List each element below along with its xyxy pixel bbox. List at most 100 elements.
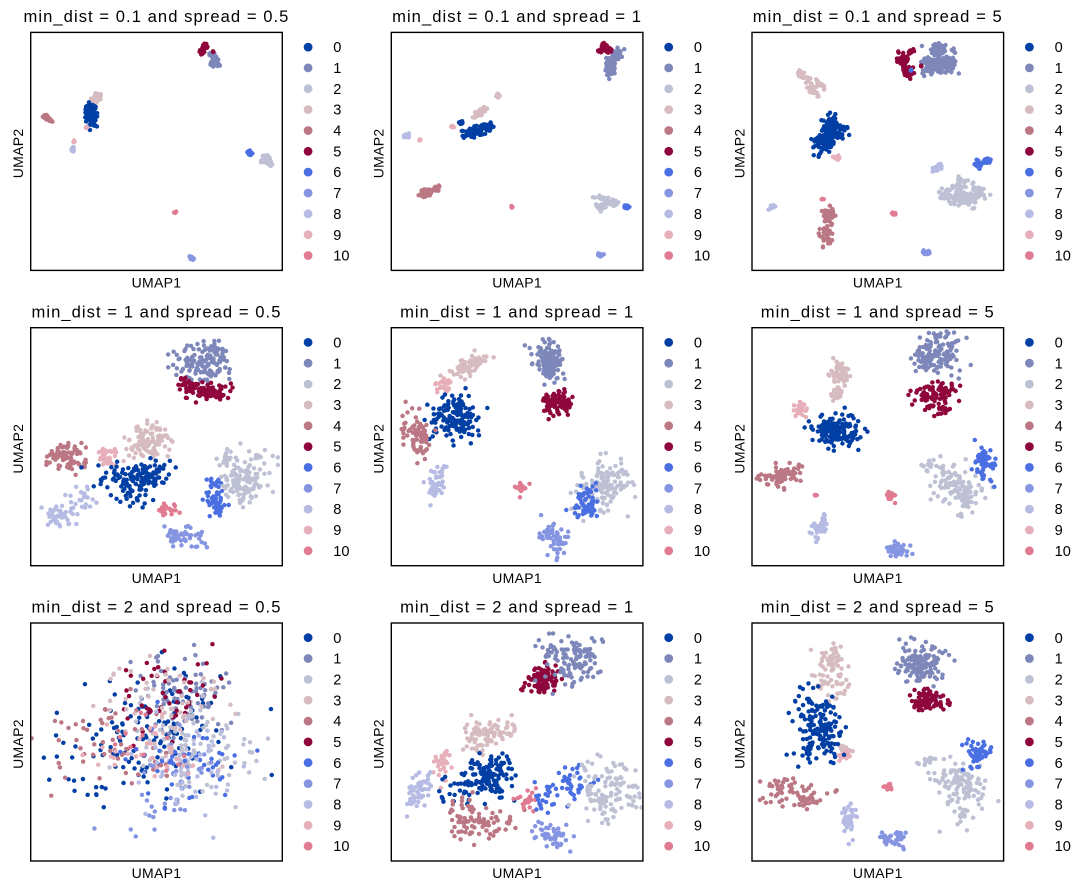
svg-text:UMAP1: UMAP1	[492, 275, 542, 291]
svg-text:2: 2	[1055, 377, 1063, 393]
svg-text:7: 7	[694, 481, 702, 497]
svg-text:8: 8	[694, 207, 702, 223]
svg-text:1: 1	[333, 356, 341, 372]
svg-text:8: 8	[694, 798, 702, 814]
svg-text:8: 8	[333, 502, 341, 518]
svg-text:6: 6	[333, 461, 341, 477]
svg-text:3: 3	[333, 103, 341, 119]
svg-text:9: 9	[1055, 523, 1063, 539]
svg-text:6: 6	[1055, 756, 1063, 772]
svg-text:7: 7	[1055, 777, 1063, 793]
svg-text:10: 10	[333, 544, 349, 560]
svg-text:0: 0	[694, 631, 702, 647]
svg-text:UMAP2: UMAP2	[371, 129, 387, 179]
svg-text:0: 0	[694, 336, 702, 352]
svg-text:4: 4	[694, 714, 702, 730]
svg-text:7: 7	[333, 777, 341, 793]
svg-text:UMAP1: UMAP1	[492, 865, 542, 881]
svg-text:UMAP2: UMAP2	[10, 424, 26, 474]
svg-text:10: 10	[1055, 249, 1071, 265]
svg-text:2: 2	[1055, 82, 1063, 98]
svg-text:7: 7	[333, 186, 341, 202]
svg-text:5: 5	[694, 144, 702, 160]
svg-text:2: 2	[694, 82, 702, 98]
svg-text:1: 1	[694, 356, 702, 372]
svg-text:5: 5	[694, 440, 702, 456]
svg-text:4: 4	[1055, 714, 1063, 730]
svg-text:7: 7	[694, 777, 702, 793]
svg-text:4: 4	[694, 124, 702, 140]
svg-text:UMAP1: UMAP1	[492, 570, 542, 586]
svg-text:6: 6	[1055, 165, 1063, 181]
svg-text:5: 5	[1055, 440, 1063, 456]
svg-text:2: 2	[694, 377, 702, 393]
svg-text:min_dist = 0.1 and spread = 5: min_dist = 0.1 and spread = 5	[753, 7, 1003, 26]
svg-text:5: 5	[333, 735, 341, 751]
svg-text:3: 3	[694, 103, 702, 119]
svg-text:3: 3	[1055, 693, 1063, 709]
svg-text:min_dist = 2 and spread = 1: min_dist = 2 and spread = 1	[400, 598, 634, 617]
svg-text:9: 9	[333, 818, 341, 834]
svg-text:2: 2	[333, 82, 341, 98]
svg-text:8: 8	[1055, 207, 1063, 223]
svg-text:UMAP1: UMAP1	[853, 275, 903, 291]
svg-text:9: 9	[694, 228, 702, 244]
svg-text:6: 6	[333, 165, 341, 181]
svg-text:2: 2	[333, 377, 341, 393]
svg-text:1: 1	[333, 61, 341, 77]
svg-text:UMAP1: UMAP1	[132, 865, 182, 881]
svg-text:UMAP1: UMAP1	[853, 865, 903, 881]
svg-text:8: 8	[333, 207, 341, 223]
svg-text:min_dist = 1 and spread = 1: min_dist = 1 and spread = 1	[400, 302, 634, 321]
svg-text:1: 1	[694, 61, 702, 77]
svg-text:10: 10	[333, 249, 349, 265]
svg-text:10: 10	[694, 839, 710, 855]
svg-text:5: 5	[333, 440, 341, 456]
svg-text:9: 9	[694, 523, 702, 539]
svg-text:1: 1	[1055, 652, 1063, 668]
svg-text:10: 10	[1055, 839, 1071, 855]
svg-text:6: 6	[694, 756, 702, 772]
svg-text:4: 4	[1055, 124, 1063, 140]
svg-text:9: 9	[694, 818, 702, 834]
svg-text:7: 7	[694, 186, 702, 202]
svg-text:min_dist = 0.1 and spread = 0.: min_dist = 0.1 and spread = 0.5	[24, 7, 290, 26]
svg-text:6: 6	[333, 756, 341, 772]
svg-text:min_dist = 0.1 and spread = 1: min_dist = 0.1 and spread = 1	[392, 7, 642, 26]
svg-text:UMAP2: UMAP2	[10, 129, 26, 179]
svg-text:UMAP2: UMAP2	[371, 424, 387, 474]
svg-text:9: 9	[1055, 228, 1063, 244]
svg-text:0: 0	[333, 631, 341, 647]
svg-text:5: 5	[333, 144, 341, 160]
svg-text:5: 5	[1055, 735, 1063, 751]
svg-text:2: 2	[694, 673, 702, 689]
svg-text:6: 6	[694, 461, 702, 477]
svg-text:UMAP2: UMAP2	[731, 424, 747, 474]
svg-text:min_dist = 2 and spread = 0.5: min_dist = 2 and spread = 0.5	[31, 598, 281, 617]
svg-text:min_dist = 2 and spread = 5: min_dist = 2 and spread = 5	[761, 598, 995, 617]
svg-text:4: 4	[333, 419, 341, 435]
svg-text:3: 3	[333, 398, 341, 414]
svg-text:UMAP2: UMAP2	[371, 719, 387, 769]
svg-text:2: 2	[333, 673, 341, 689]
svg-text:8: 8	[1055, 502, 1063, 518]
svg-text:7: 7	[333, 481, 341, 497]
svg-text:UMAP1: UMAP1	[132, 275, 182, 291]
svg-text:8: 8	[1055, 798, 1063, 814]
svg-text:0: 0	[694, 40, 702, 56]
svg-text:min_dist = 1 and spread = 0.5: min_dist = 1 and spread = 0.5	[31, 302, 281, 321]
svg-text:2: 2	[1055, 673, 1063, 689]
svg-text:10: 10	[694, 249, 710, 265]
svg-text:10: 10	[1055, 544, 1071, 560]
svg-text:8: 8	[694, 502, 702, 518]
svg-text:9: 9	[333, 523, 341, 539]
svg-text:0: 0	[1055, 40, 1063, 56]
svg-text:3: 3	[1055, 398, 1063, 414]
svg-text:UMAP1: UMAP1	[132, 570, 182, 586]
svg-text:UMAP2: UMAP2	[731, 129, 747, 179]
svg-text:5: 5	[1055, 144, 1063, 160]
svg-text:0: 0	[333, 336, 341, 352]
svg-text:6: 6	[694, 165, 702, 181]
svg-text:10: 10	[694, 544, 710, 560]
svg-text:4: 4	[694, 419, 702, 435]
